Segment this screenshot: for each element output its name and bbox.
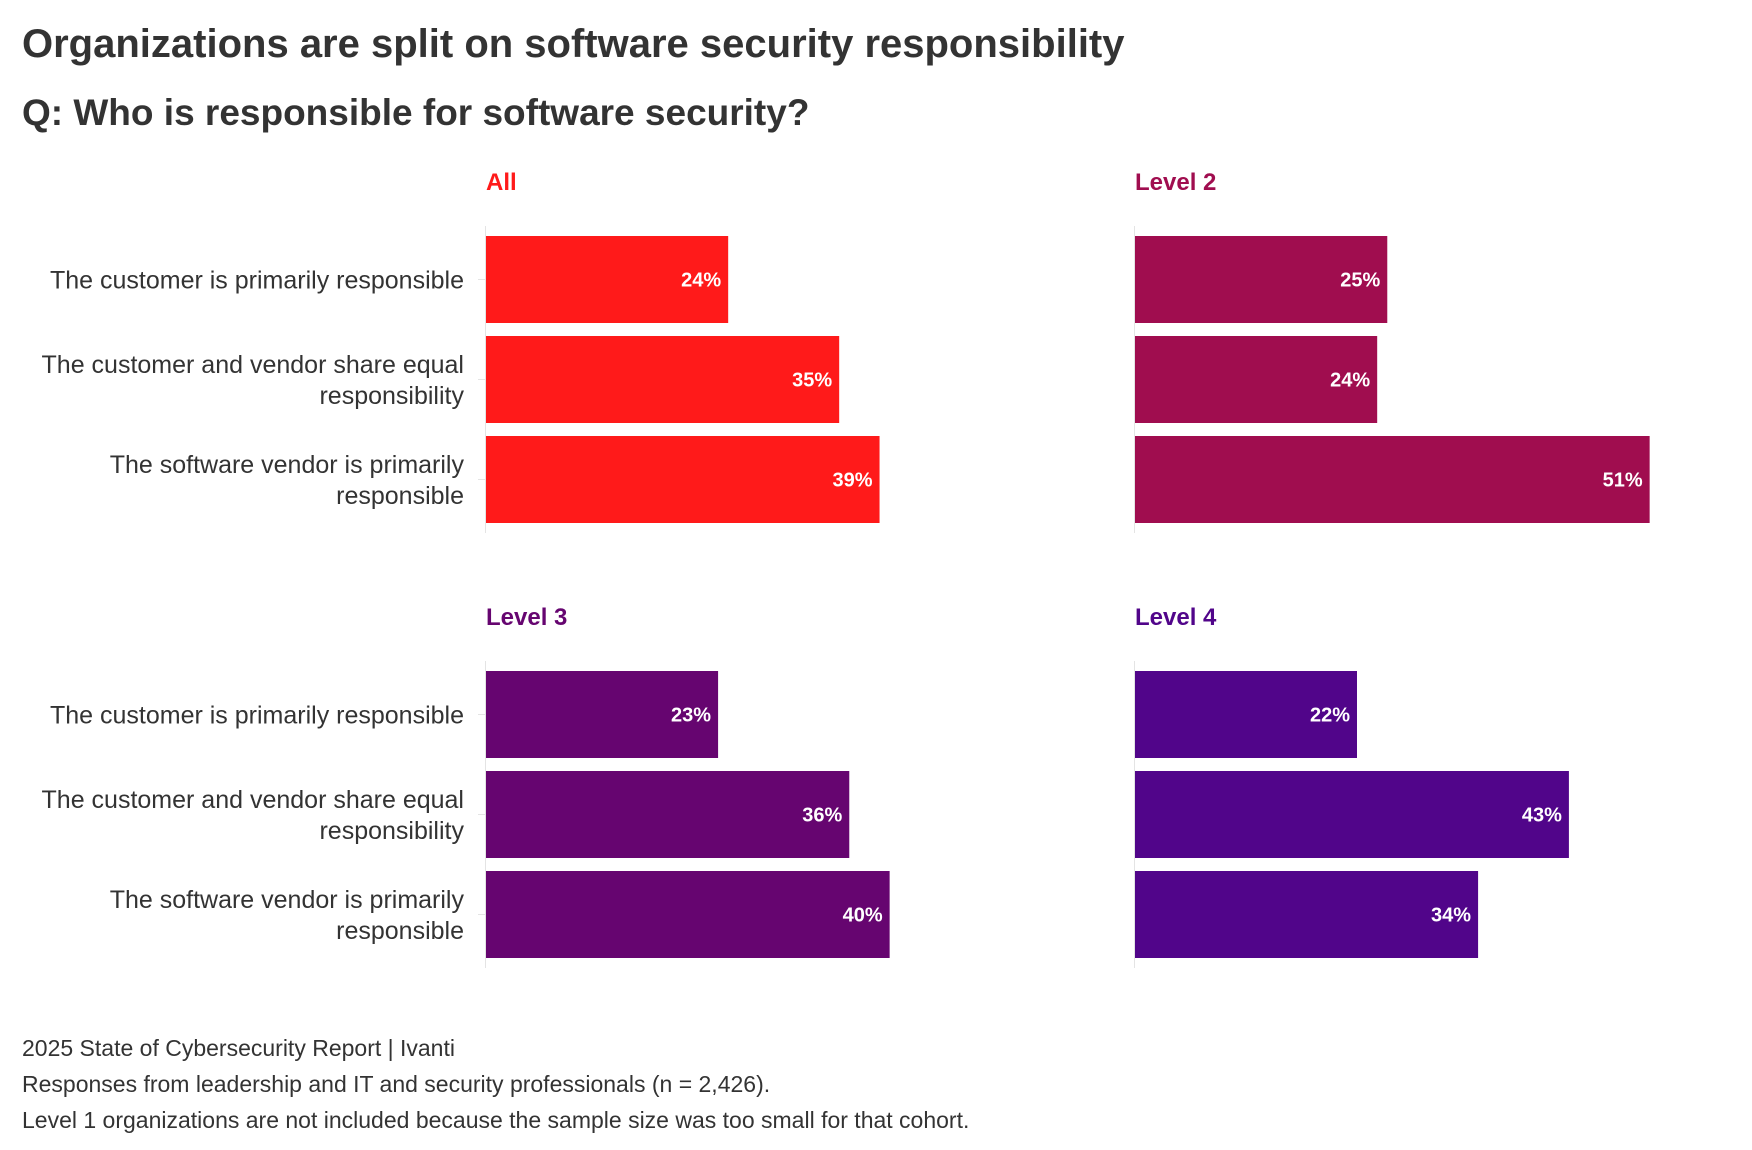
bar xyxy=(1135,436,1650,523)
category-label: The software vendor is primarily responsi… xyxy=(110,886,465,945)
panel-title: Level 3 xyxy=(486,604,567,631)
bar-value-label: 51% xyxy=(1603,470,1643,492)
bar-value-label: 23% xyxy=(671,705,711,727)
category-label: The customer is primarily responsible xyxy=(50,267,464,295)
bar-value-label: 25% xyxy=(1340,270,1380,292)
panel-level-3: Level 3 23% The customer is primarily resp… xyxy=(42,604,890,968)
category-label-line: The customer is primarily responsible xyxy=(50,702,464,730)
bar-value-label: 39% xyxy=(833,470,873,492)
sample-note: Responses from leadership and IT and sec… xyxy=(22,1071,771,1097)
category-label: The customer and vendor share equal respo… xyxy=(42,351,465,410)
bar xyxy=(1135,236,1388,323)
category-label-line: The software vendor is primarily xyxy=(110,886,465,914)
bar xyxy=(1135,771,1569,858)
bar-value-label: 43% xyxy=(1522,805,1562,827)
bar xyxy=(1135,871,1479,958)
source-note: 2025 State of Cybersecurity Report | Iva… xyxy=(22,1035,455,1061)
bar xyxy=(486,671,719,758)
chart-subtitle: Q: Who is responsible for software secur… xyxy=(22,92,810,133)
panel-all: All 24% The customer is primarily responsi… xyxy=(42,169,880,533)
bar-value-label: 35% xyxy=(792,370,832,392)
category-label-line: responsible xyxy=(336,482,464,510)
bar-value-label: 34% xyxy=(1431,905,1471,927)
bar xyxy=(486,436,880,523)
bar xyxy=(486,771,850,858)
bar xyxy=(486,871,890,958)
bar-value-label: 24% xyxy=(1330,370,1370,392)
panel-level-2: Level 2 25% 24% 51% xyxy=(1134,169,1650,533)
category-label: The software vendor is primarily responsi… xyxy=(110,451,465,510)
panel-level-4: Level 4 22% 43% 34% xyxy=(1134,604,1569,968)
category-label-line: The customer is primarily responsible xyxy=(50,267,464,295)
bar-value-label: 24% xyxy=(681,270,721,292)
bar xyxy=(1135,671,1357,758)
category-label-line: The customer and vendor share equal xyxy=(42,786,464,814)
category-label-line: responsible xyxy=(336,917,464,945)
panel-title: Level 4 xyxy=(1135,604,1217,631)
bar-value-label: 36% xyxy=(802,805,842,827)
bar-value-label: 22% xyxy=(1310,705,1350,727)
category-label: The customer is primarily responsible xyxy=(50,702,464,730)
chart-title: Organizations are split on software secu… xyxy=(22,22,1125,66)
exclusion-note: Level 1 organizations are not included b… xyxy=(22,1107,970,1133)
category-label: The customer and vendor share equal respo… xyxy=(42,786,465,845)
panel-title: Level 2 xyxy=(1135,169,1216,196)
bar-value-label: 40% xyxy=(843,905,883,927)
panel-title: All xyxy=(486,169,517,196)
category-label-line: The software vendor is primarily xyxy=(110,451,465,479)
bar-chart-grid: All 24% The customer is primarily responsi… xyxy=(42,169,1650,968)
bar xyxy=(1135,336,1378,423)
bar xyxy=(486,236,729,323)
category-label-line: The customer and vendor share equal xyxy=(42,351,464,379)
category-label-line: responsibility xyxy=(319,817,464,845)
category-label-line: responsibility xyxy=(319,382,464,410)
chart-footer: 2025 State of Cybersecurity Report | Iva… xyxy=(22,1030,969,1138)
bar xyxy=(486,336,840,423)
